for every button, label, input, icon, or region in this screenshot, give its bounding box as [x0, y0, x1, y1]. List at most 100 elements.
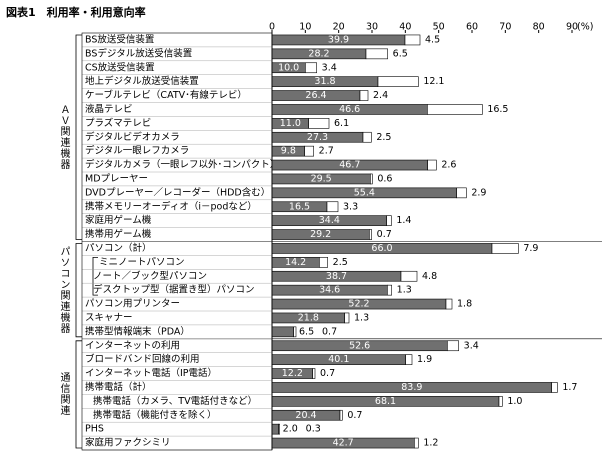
bar-intent	[414, 437, 419, 449]
bar-intent	[447, 340, 459, 352]
x-tick-label: 90	[566, 22, 578, 33]
value-label: 10.0	[278, 62, 299, 73]
value-label: 38.7	[326, 271, 347, 282]
bar-intent	[445, 298, 453, 310]
bar-intent	[387, 284, 392, 296]
bar-intent	[305, 62, 317, 74]
category-label: パソコン（計）	[85, 242, 152, 254]
category-label: ミニノートパソコン	[99, 257, 185, 268]
value-label: 9.8	[281, 146, 296, 157]
value-label: 1.2	[423, 438, 438, 449]
x-tick-label: 60	[466, 22, 478, 33]
value-label: 4.8	[422, 271, 437, 282]
bar-intent	[319, 257, 328, 268]
category-label: デジタル一眼レフカメラ	[85, 145, 189, 157]
category-label: BSデジタル放送受信装置	[85, 47, 192, 59]
value-label: 28.2	[308, 48, 329, 59]
value-label: 0.3	[306, 424, 321, 435]
value-label: 26.4	[305, 90, 326, 101]
category-label: インターネットの利用	[85, 339, 180, 351]
bar-intent	[278, 423, 280, 435]
value-label: 3.4	[464, 340, 479, 351]
category-label: CS放送受信装置	[85, 61, 155, 73]
category-label: MDプレーヤー	[85, 173, 148, 184]
value-label: 0.7	[347, 410, 362, 421]
bar-intent	[498, 396, 503, 407]
x-tick-label: 0	[269, 22, 275, 33]
x-unit: (%)	[577, 22, 593, 33]
value-label: 12.1	[423, 76, 444, 87]
category-label: 携帯用ゲーム機	[85, 228, 152, 240]
bar-usage	[271, 326, 294, 338]
x-tick-label: 30	[366, 22, 378, 33]
value-label: 2.7	[319, 146, 334, 157]
category-label: デスクトップ型（据置き型）パソコン	[93, 284, 255, 296]
value-label: 68.1	[375, 396, 396, 407]
value-label: 1.9	[417, 354, 432, 365]
bar-intent	[369, 229, 372, 240]
value-label: 31.8	[314, 76, 335, 87]
value-label: 42.7	[333, 438, 354, 449]
bar-intent	[308, 118, 330, 129]
category-label: インターネット電話（IP電話）	[85, 367, 217, 379]
bar-intent	[427, 159, 437, 171]
category-label: 液晶テレビ	[85, 103, 133, 115]
bar-intent	[312, 368, 316, 379]
category-label: 家庭用ゲーム機	[85, 214, 152, 226]
bar-intent	[293, 326, 297, 338]
value-label: 1.4	[396, 215, 411, 226]
value-label: 83.9	[401, 382, 422, 393]
category-label: ケーブルテレビ（CATV･有線テレビ）	[85, 89, 247, 101]
category-label: 携帯電話（計）	[85, 381, 152, 393]
category-label: デジタルビデオカメラ	[85, 131, 180, 143]
value-label: 1.7	[562, 382, 577, 393]
group-bracket	[75, 340, 82, 449]
group-label: パソコン関連機器	[58, 246, 70, 334]
value-label: 3.4	[322, 62, 337, 73]
bar-intent	[365, 48, 388, 60]
category-label: 携帯メモリーオーディオ（i－podなど）	[85, 200, 257, 212]
value-label: 3.3	[343, 201, 358, 212]
category-label: 携帯型情報端末（PDA）	[85, 325, 190, 337]
value-label: 6.5	[299, 326, 314, 337]
x-tick-label: 20	[333, 22, 345, 33]
x-tick-label: 80	[533, 22, 545, 33]
bar-intent	[456, 187, 467, 199]
category-label: 携帯電話（カメラ、TV電話付きなど）	[93, 395, 257, 407]
category-label: デジタルカメラ（一眼レフ以外･コンパクト）	[85, 159, 279, 171]
value-label: 39.9	[328, 34, 349, 45]
bar-intent	[386, 215, 392, 226]
value-label: 34.4	[319, 215, 340, 226]
value-label: 12.2	[282, 368, 303, 379]
value-label: 14.2	[285, 257, 306, 268]
category-label: 携帯電話（機能付きを除く）	[93, 409, 217, 421]
bar-intent	[344, 312, 350, 324]
value-label: 52.2	[348, 299, 369, 310]
x-tick-label: 40	[399, 22, 411, 33]
value-label: 11.0	[280, 118, 301, 129]
value-label: 21.8	[298, 312, 319, 323]
value-label: 52.6	[349, 340, 370, 351]
value-label: 1.8	[457, 299, 472, 310]
category-label: ノート／ブック型パソコン	[93, 270, 207, 282]
value-label: 4.5	[425, 34, 440, 45]
category-label: ブロードバンド回線の利用	[85, 353, 199, 365]
value-label: 6.1	[334, 118, 349, 129]
group-label: ＡＶ関連機器	[58, 104, 70, 170]
bar-intent	[359, 90, 369, 101]
category-label: BS放送受信装置	[85, 33, 154, 45]
value-label: 29.2	[310, 229, 331, 240]
value-label: 29.5	[311, 173, 332, 184]
value-label: 0.7	[322, 326, 337, 337]
bar-usage	[271, 423, 279, 435]
bar-intent	[400, 270, 418, 282]
value-label: 1.3	[397, 285, 412, 296]
value-label: 16.5	[487, 104, 508, 115]
value-label: 0.7	[377, 229, 392, 240]
bar-intent	[427, 104, 483, 115]
value-label: 0.7	[320, 368, 335, 379]
bar-intent	[339, 409, 343, 421]
value-label: 0.6	[377, 173, 392, 184]
value-label: 2.4	[373, 90, 388, 101]
value-label: 7.9	[523, 243, 538, 254]
